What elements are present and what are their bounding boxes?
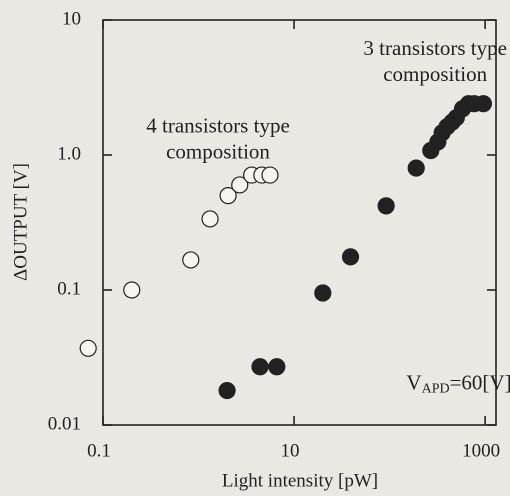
point [314,284,332,302]
annotation: 4 transistors type [146,113,289,137]
point [231,176,249,194]
point [377,197,395,215]
point [218,381,236,400]
point [261,166,279,184]
annotation-part: =60[V] [450,370,510,394]
annotation: composition [166,139,270,163]
point [341,248,360,266]
annotation: 3 transistors type [363,36,506,60]
annotation-sub: APD [422,382,450,397]
x-tick-label: 10 [281,440,300,461]
point [123,281,141,299]
y-axis-label: ΔOUTPUT [V] [10,163,31,281]
x-tick-label: 1000 [462,440,500,461]
annotation: composition [383,62,487,86]
x-tick-label: 0.1 [87,440,111,461]
y-tick-label: 1.0 [57,143,81,164]
y-tick-label: 0.01 [48,413,81,434]
point [407,159,425,177]
point [268,358,286,376]
y-tick-label: 10 [62,8,81,29]
point [474,95,493,113]
point [251,358,269,376]
annotation: VAPD=60[V] [406,370,510,396]
point [201,210,219,228]
x-axis-label: Light intensity [pW] [222,470,378,491]
plot-frame [102,19,497,426]
point [79,339,97,357]
annotation-part: V [406,370,421,394]
y-tick-label: 0.1 [57,278,81,299]
point [182,251,200,269]
point [219,187,237,205]
